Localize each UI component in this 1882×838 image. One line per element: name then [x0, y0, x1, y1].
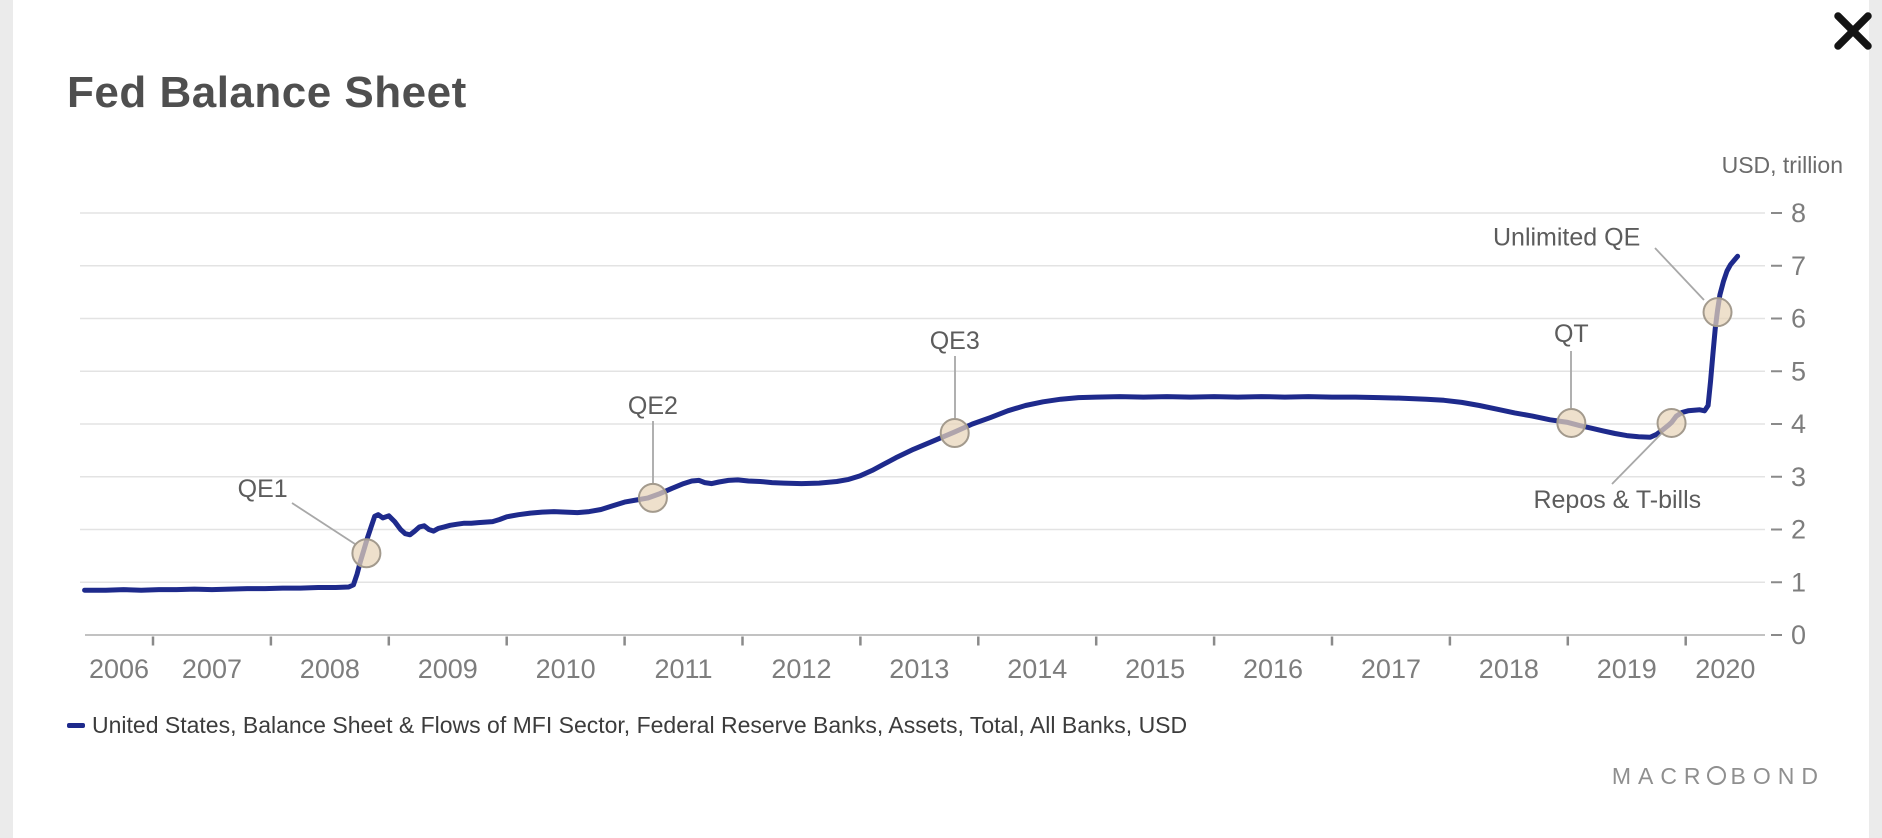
x-tick-label: 2015	[1125, 654, 1185, 684]
event-label: QE2	[628, 392, 678, 420]
x-tick-label: 2010	[536, 654, 596, 684]
page-edge-right	[1869, 0, 1882, 838]
event-label: Unlimited QE	[1493, 223, 1640, 251]
y-tick-label: 6	[1791, 304, 1806, 334]
page-edge-left	[0, 0, 13, 838]
x-tick-label: 2013	[889, 654, 949, 684]
event-marker	[351, 538, 382, 569]
y-tick-label: 2	[1791, 515, 1806, 545]
macrobond-logo: MACR BOND	[1425, 763, 1825, 790]
event-label: Repos & T-bills	[1533, 486, 1701, 514]
legend: United States, Balance Sheet & Flows of …	[67, 712, 1187, 739]
annotation-connector	[1611, 432, 1663, 485]
x-tick-label: 2008	[300, 654, 360, 684]
event-marker	[637, 482, 668, 513]
legend-label: United States, Balance Sheet & Flows of …	[92, 712, 1188, 738]
y-axis-unit-label: USD, trillion	[1721, 152, 1843, 178]
y-tick-label: 3	[1791, 462, 1806, 492]
y-tick-label: 8	[1791, 198, 1806, 228]
event-marker	[1556, 407, 1587, 438]
x-tick-label: 2017	[1361, 654, 1421, 684]
series-line	[82, 253, 1741, 593]
close-icon	[1834, 12, 1872, 50]
legend-line-series-dash-icon	[67, 723, 85, 728]
logo-circle-outline-icon	[1706, 766, 1726, 785]
event-label: QT	[1554, 320, 1589, 348]
x-tick-label: 2011	[655, 654, 713, 684]
x-tick-label: 2009	[418, 654, 478, 684]
event-marker	[1702, 297, 1733, 328]
y-tick-label: 0	[1791, 620, 1806, 650]
y-tick-label: 1	[1791, 567, 1806, 597]
x-tick-label: 2016	[1243, 654, 1303, 684]
annotation-connector	[1654, 247, 1705, 301]
x-tick-label: 2007	[182, 654, 242, 684]
x-tick-label: 2018	[1479, 654, 1539, 684]
logo-text-pre: MACR	[1611, 763, 1708, 789]
chart-title: Fed Balance Sheet	[67, 68, 467, 117]
x-tick-label: 2006	[89, 654, 149, 684]
annotation-connector	[291, 502, 356, 545]
y-tick-label: 7	[1791, 251, 1806, 281]
x-tick-label: 2019	[1597, 654, 1657, 684]
y-tick-label: 4	[1791, 409, 1806, 439]
y-tick-label: 5	[1791, 356, 1806, 386]
event-label: QE1	[238, 475, 288, 503]
event-label: QE3	[930, 327, 980, 355]
logo-text-post: BOND	[1730, 763, 1825, 789]
x-tick-label: 2014	[1007, 654, 1067, 684]
close-button[interactable]	[1824, 2, 1882, 60]
event-marker	[939, 417, 970, 448]
x-tick-label: 2012	[771, 654, 831, 684]
event-marker	[1656, 407, 1687, 438]
x-tick-label: 2020	[1695, 654, 1755, 684]
